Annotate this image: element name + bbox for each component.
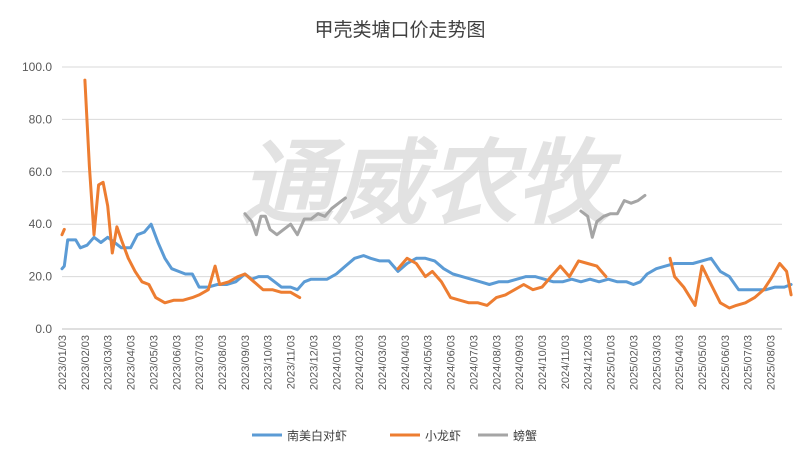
x-tick-label: 2023/03/03 [103, 335, 115, 390]
y-tick-label: 80.0 [29, 112, 53, 126]
series-line [579, 193, 647, 239]
legend: 南美白对虾 小龙虾 螃蟹 [252, 428, 537, 443]
series-line [243, 196, 347, 237]
x-tick-label: 2023/10/03 [263, 335, 275, 390]
y-tick-label: 20.0 [29, 270, 53, 284]
legend-label: 南美白对虾 [287, 428, 347, 443]
grid-lines [62, 66, 782, 278]
x-tick-label: 2023/08/03 [217, 335, 229, 390]
x-tick-label: 2024/09/03 [514, 335, 526, 390]
x-tick-label: 2025/01/03 [606, 335, 618, 390]
x-tick-label: 2023/09/03 [240, 335, 252, 390]
x-axis-ticks: 2023/01/03 2023/02/03 2023/03/03 2023/04/03… [57, 335, 778, 390]
legend-label: 小龙虾 [425, 429, 461, 443]
watermark: 通威农牧 [241, 130, 622, 237]
x-tick-label: 2023/02/03 [80, 335, 92, 390]
x-tick-label: 2023/12/03 [308, 335, 320, 390]
series-lines [60, 78, 793, 310]
x-tick-label: 2024/07/03 [468, 335, 480, 390]
x-tick-label: 2024/01/03 [331, 335, 343, 390]
legend-item: 螃蟹 [478, 428, 537, 443]
x-tick-label: 2023/04/03 [126, 335, 138, 390]
x-tick-label: 2024/05/03 [423, 335, 435, 390]
y-axis-ticks: 0.0 20.0 40.0 60.0 80.0 100.0 [22, 60, 52, 336]
x-tick-label: 2024/04/03 [400, 335, 412, 390]
x-tick-label: 2023/01/03 [57, 335, 69, 390]
chart-title: 甲壳类塘口价走势图 [314, 19, 485, 41]
y-tick-label: 40.0 [29, 217, 53, 231]
series-line [668, 256, 793, 310]
legend-label: 螃蟹 [513, 428, 537, 443]
x-tick-label: 2025/04/03 [674, 335, 686, 390]
series-line [83, 78, 302, 305]
x-tick-label: 2024/12/03 [583, 335, 595, 390]
legend-item: 南美白对虾 [252, 428, 347, 443]
x-tick-label: 2023/05/03 [148, 335, 160, 390]
x-tick-label: 2024/10/03 [537, 335, 549, 390]
x-tick-label: 2024/03/03 [377, 335, 389, 390]
legend-item: 小龙虾 [390, 429, 461, 443]
x-tick-label: 2024/06/03 [446, 335, 458, 390]
y-tick-label: 0.0 [35, 322, 52, 336]
series-line [396, 256, 608, 307]
x-tick-label: 2025/05/03 [697, 335, 709, 390]
x-tick-label: 2025/07/03 [743, 335, 755, 390]
x-tick-label: 2023/11/03 [286, 335, 298, 389]
series-line [60, 222, 793, 292]
x-tick-label: 2025/08/03 [766, 335, 778, 390]
x-tick-label: 2024/08/03 [491, 335, 503, 390]
x-tick-label: 2025/03/03 [651, 335, 663, 390]
x-tick-label: 2025/02/03 [628, 335, 640, 390]
x-tick-label: 2024/02/03 [354, 335, 366, 390]
x-tick-label: 2023/07/03 [194, 335, 206, 390]
x-tick-label: 2025/06/03 [720, 335, 732, 390]
series-line [60, 227, 66, 237]
y-tick-label: 100.0 [22, 60, 52, 74]
y-tick-label: 60.0 [29, 165, 53, 179]
x-tick-label: 2023/06/03 [171, 335, 183, 390]
x-tick-label: 2024/11/03 [560, 335, 572, 389]
